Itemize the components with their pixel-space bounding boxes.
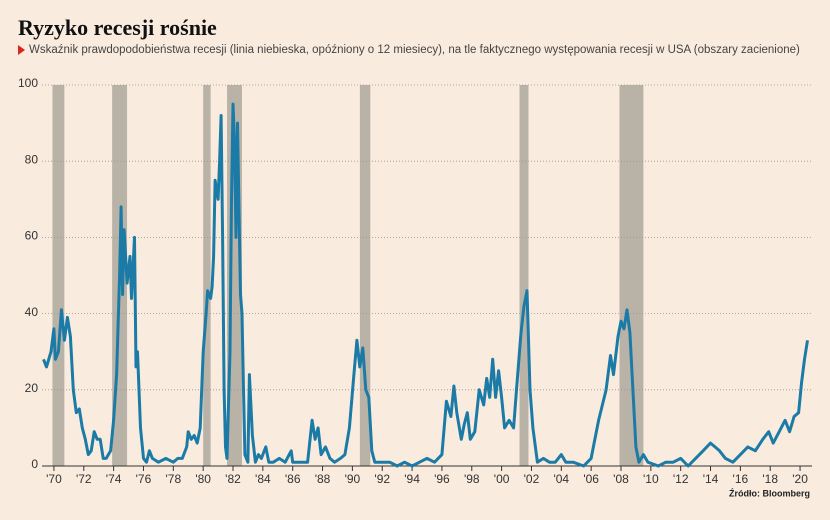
x-tick-label: '20 xyxy=(792,472,808,486)
x-tick-label: '06 xyxy=(583,472,599,486)
x-tick-label: '78 xyxy=(165,472,181,486)
x-tick-label: '12 xyxy=(673,472,689,486)
bullet xyxy=(18,45,25,55)
x-tick-label: '82 xyxy=(225,472,241,486)
y-tick-label: 0 xyxy=(31,457,38,471)
recession-area xyxy=(619,85,644,466)
x-tick-label: '84 xyxy=(255,472,271,486)
x-tick-label: '80 xyxy=(195,472,211,486)
x-tick-label: '08 xyxy=(613,472,629,486)
x-tick-label: '72 xyxy=(76,472,92,486)
x-tick-label: '96 xyxy=(434,472,450,486)
x-tick-label: '92 xyxy=(374,472,390,486)
x-tick-label: '98 xyxy=(464,472,480,486)
x-tick-label: '14 xyxy=(703,472,719,486)
x-tick-label: '90 xyxy=(345,472,361,486)
recession-area xyxy=(52,85,65,466)
x-tick-label: '94 xyxy=(404,472,420,486)
x-tick-label: '10 xyxy=(643,472,659,486)
x-tick-label: '00 xyxy=(494,472,510,486)
x-tick-label: '70 xyxy=(46,472,62,486)
recession-area xyxy=(203,85,211,466)
x-tick-label: '04 xyxy=(553,472,569,486)
chart-title: Ryzyko recesji rośnie xyxy=(18,15,217,40)
chart-subtitle: Wskaźnik prawdopodobieństwa recesji (lin… xyxy=(29,44,800,56)
x-tick-label: '18 xyxy=(762,472,778,486)
x-tick-label: '86 xyxy=(285,472,301,486)
x-tick-label: '74 xyxy=(106,472,122,486)
recession-area xyxy=(359,85,371,466)
x-tick-label: '76 xyxy=(136,472,152,486)
y-tick-label: 100 xyxy=(18,76,38,90)
line-series xyxy=(42,102,809,468)
source: Źródło: Bloomberg xyxy=(729,488,810,498)
y-tick-label: 40 xyxy=(25,305,39,319)
x-tick-label: '02 xyxy=(524,472,540,486)
y-tick-label: 20 xyxy=(25,381,39,395)
y-tick-label: 80 xyxy=(25,152,39,166)
y-tick-label: 60 xyxy=(25,229,39,243)
x-tick-label: '16 xyxy=(733,472,749,486)
recession-area xyxy=(519,85,529,466)
x-tick-label: '88 xyxy=(315,472,331,486)
